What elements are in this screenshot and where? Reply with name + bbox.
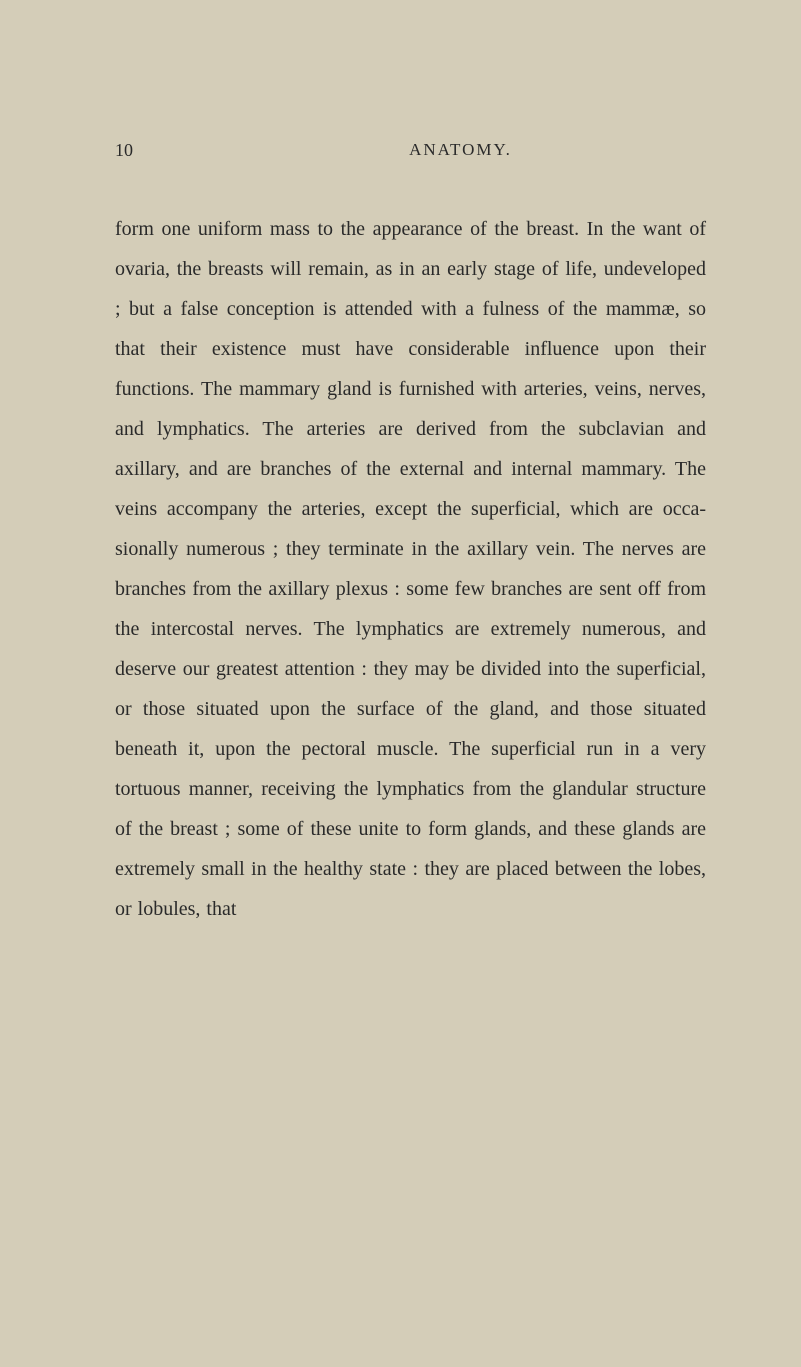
page-header: 10 ANATOMY. [115,140,706,161]
page-container: 10 ANATOMY. form one uniform mass to the… [0,0,801,1009]
body-text: form one uniform mass to the appearance … [115,209,706,929]
chapter-title: ANATOMY. [215,140,706,161]
